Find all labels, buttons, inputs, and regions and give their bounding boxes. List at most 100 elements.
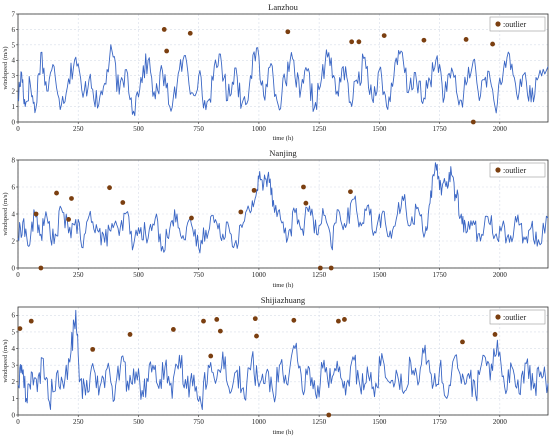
x-tick-label: 750 (193, 271, 204, 279)
y-tick-label: 1 (12, 103, 16, 111)
outlier-point (107, 185, 112, 191)
outlier-point (303, 200, 309, 206)
plot-frame (17, 306, 549, 416)
outlier-point (127, 332, 133, 337)
outlier-point (69, 196, 74, 201)
legend-label: :outlier (503, 313, 526, 322)
legend-outlier-marker (495, 167, 501, 173)
x-tick-label: 250 (73, 271, 84, 279)
chart-panel-3: 0 250 500 750 1000 1250 1500 1750 2000 0 1 2 3 4 5 6 Shi… (2, 295, 549, 436)
x-tick-label: 500 (133, 271, 144, 279)
outlier-point (120, 200, 126, 205)
legend-box (489, 16, 546, 32)
outlier-point (251, 187, 257, 193)
outlier-point (170, 327, 176, 332)
outlier-point (348, 189, 353, 195)
y-tick-label: 6 (12, 312, 16, 320)
outlier-point (54, 190, 59, 196)
x-tick-label: 1250 (312, 125, 327, 133)
y-tick-label: 1 (12, 395, 16, 403)
outlier-point (189, 215, 194, 221)
legend-label: :outlier (503, 20, 526, 29)
x-tick-label: 500 (133, 125, 144, 133)
y-tick-label: 3 (12, 72, 16, 80)
outlier-point (161, 27, 167, 32)
x-tick-label: 1250 (312, 418, 327, 426)
y-tick-label: 0 (12, 264, 16, 272)
legend-box (489, 162, 546, 178)
y-tick-label: 6 (12, 26, 16, 34)
y-axis-label: windspeed (m/s) (2, 192, 9, 235)
x-tick-label: 250 (73, 418, 84, 426)
outlier-point (238, 209, 244, 215)
x-tick-label: 1750 (433, 271, 448, 279)
x-tick-label: 1000 (252, 418, 267, 426)
outlier-point (254, 333, 259, 339)
x-tick-label: 1250 (312, 271, 327, 279)
outlier-point (421, 37, 427, 43)
windspeed-series-line (17, 309, 549, 411)
chart-title: Lanzhou (268, 2, 298, 12)
x-tick-label: 500 (133, 418, 144, 426)
outlier-point (33, 211, 39, 217)
legend-box (489, 309, 546, 325)
x-tick-label: 1750 (433, 418, 448, 426)
y-tick-label: 5 (12, 41, 16, 49)
y-tick-label: 2 (12, 237, 16, 245)
chart-title: Shijiazhuang (261, 295, 306, 305)
x-axis-label: time (h) (273, 429, 294, 436)
y-tick-label: 2 (12, 88, 16, 96)
x-tick-label: 1000 (252, 125, 267, 133)
x-tick-label: 750 (193, 418, 204, 426)
outlier-point (291, 317, 297, 323)
plot-frame (17, 13, 549, 123)
y-tick-label: 7 (12, 10, 16, 18)
legend-outlier-marker (495, 21, 501, 27)
outlier-point (342, 317, 347, 322)
y-tick-label: 2 (12, 378, 16, 386)
outlier-point (214, 317, 220, 322)
outlier-point (326, 412, 332, 418)
legend-outlier-marker (495, 314, 501, 320)
outlier-point (38, 265, 44, 271)
y-tick-label: 4 (12, 57, 16, 65)
x-tick-label: 0 (16, 271, 20, 279)
x-tick-label: 750 (193, 125, 204, 133)
outlier-point (301, 184, 306, 190)
x-axis-label: time (h) (273, 135, 294, 142)
y-axis-label: windspeed (m/s) (2, 46, 9, 89)
outlier-point (66, 217, 71, 222)
y-tick-label: 0 (12, 411, 16, 419)
x-tick-label: 250 (73, 125, 84, 133)
outlier-point (201, 318, 206, 324)
x-axis-label: time (h) (273, 282, 294, 289)
chart-title: Nanjing (269, 148, 297, 158)
x-tick-label: 2000 (493, 271, 508, 279)
x-tick-label: 1500 (372, 418, 387, 426)
x-tick-label: 0 (16, 418, 20, 426)
y-tick-label: 6 (12, 183, 16, 191)
outlier-point (463, 37, 469, 42)
x-tick-label: 1500 (372, 125, 387, 133)
outlier-point (490, 41, 495, 47)
x-tick-label: 2000 (493, 418, 508, 426)
outlier-point (328, 265, 334, 271)
y-tick-label: 4 (12, 210, 16, 218)
y-tick-label: 4 (12, 345, 16, 353)
outlier-point (17, 326, 23, 331)
outlier-point (285, 29, 291, 35)
outlier-point (349, 39, 355, 45)
outlier-point (252, 316, 258, 322)
chart-panel-2: 0 250 500 750 1000 1250 1500 1750 2000 0 2 4 6 8 Nanji… (2, 148, 549, 289)
y-tick-label: 8 (12, 156, 16, 164)
x-tick-label: 2000 (493, 125, 508, 133)
windspeed-series-line (17, 162, 549, 254)
x-tick-label: 1750 (433, 125, 448, 133)
outlier-point (317, 265, 323, 271)
outlier-point (208, 353, 214, 359)
outlier-point (217, 328, 223, 334)
outlier-point (90, 346, 96, 352)
chart-panel-1: 0 250 500 750 1000 1250 1500 1750 2000 0 1 2 3 4 5 6 7 La… (2, 2, 549, 142)
